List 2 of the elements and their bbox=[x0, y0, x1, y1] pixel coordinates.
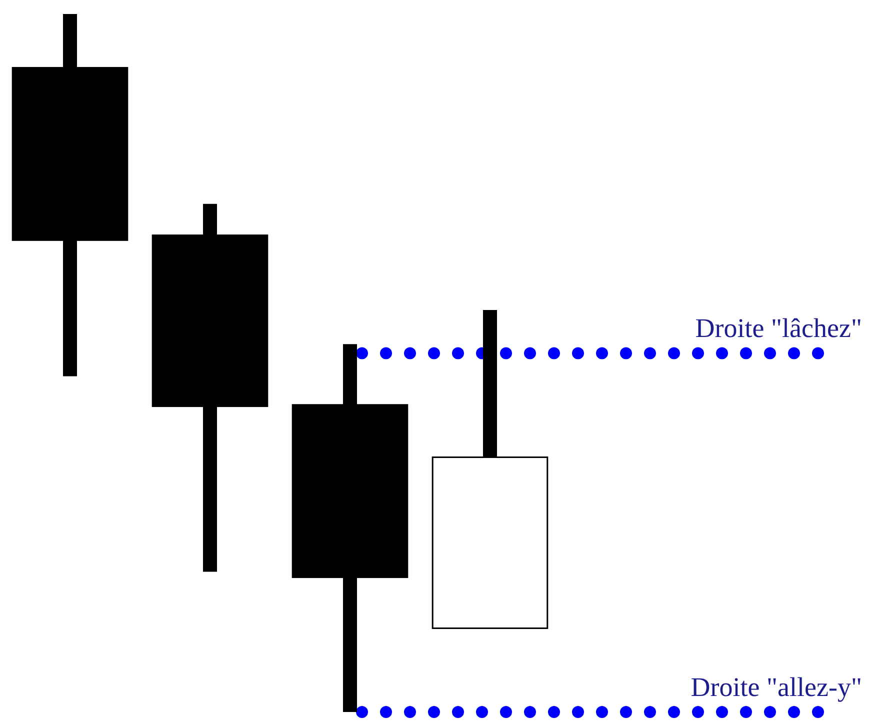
ref-line-label: Droite "allez-y" bbox=[690, 672, 862, 702]
ref-line-label: Droite "lâchez" bbox=[695, 313, 862, 344]
